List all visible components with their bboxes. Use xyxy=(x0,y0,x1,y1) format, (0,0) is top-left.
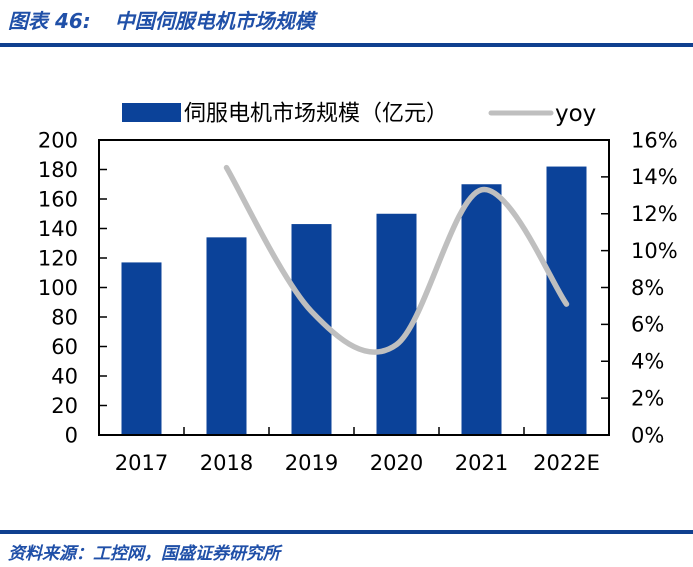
x-axis-label-2020: 2020 xyxy=(370,451,423,475)
yoy-line xyxy=(223,164,570,355)
left-axis-label: 140 xyxy=(38,217,78,241)
x-axis-label-2021: 2021 xyxy=(455,451,508,475)
source-note: 资料来源：工控网，国盛证券研究所 xyxy=(8,544,280,564)
right-axis-label: 14% xyxy=(631,165,678,189)
left-axis-label: 20 xyxy=(51,394,78,418)
x-axis-label-2017: 2017 xyxy=(115,451,168,475)
x-axis-label-2022E: 2022E xyxy=(533,451,600,475)
plot-frame xyxy=(98,139,610,436)
left-axis-label: 100 xyxy=(38,276,78,300)
left-axis-label: 120 xyxy=(38,246,78,270)
left-axis-label: 160 xyxy=(38,187,78,211)
figure-number: 图表 46: xyxy=(8,9,91,33)
header-divider xyxy=(0,43,693,47)
x-axis-label-2018: 2018 xyxy=(200,451,253,475)
legend-line-label: yoy xyxy=(555,101,596,127)
bar-2017 xyxy=(121,262,162,435)
right-axis-label: 10% xyxy=(631,239,678,263)
bar-2018 xyxy=(206,237,247,435)
right-axis-label: 16% xyxy=(631,128,678,152)
footer-divider xyxy=(0,530,693,534)
left-axis-label: 40 xyxy=(51,364,78,388)
left-axis-label: 180 xyxy=(38,158,78,182)
right-axis-label: 4% xyxy=(631,350,664,374)
left-axis-label: 0 xyxy=(65,423,78,447)
right-axis-label: 0% xyxy=(631,423,664,447)
x-axis-label-2019: 2019 xyxy=(285,451,338,475)
left-axis-label: 200 xyxy=(38,128,78,152)
left-axis-label: 60 xyxy=(51,335,78,359)
legend-bar-swatch xyxy=(122,103,181,122)
bar-2021 xyxy=(461,184,502,435)
legend-bar-label: 伺服电机市场规模（亿元） xyxy=(184,102,448,127)
right-axis-label: 2% xyxy=(631,386,664,410)
page-title: 中国伺服电机市场规模 xyxy=(114,9,315,33)
figure-header: 图表 46: 中国伺服电机市场规模 xyxy=(8,5,315,34)
bar-2019 xyxy=(291,224,332,435)
left-axis-label: 80 xyxy=(51,305,78,329)
right-axis-label: 6% xyxy=(631,313,664,337)
right-axis-label: 8% xyxy=(631,276,664,300)
right-axis-label: 12% xyxy=(631,202,678,226)
